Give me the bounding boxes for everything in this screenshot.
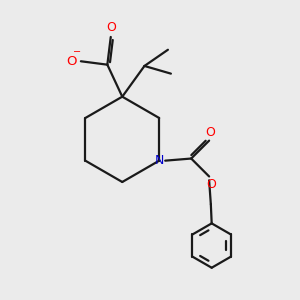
Text: −: −	[73, 47, 81, 57]
Text: O: O	[66, 55, 77, 68]
Text: O: O	[205, 126, 215, 139]
Text: N: N	[154, 154, 164, 167]
Text: O: O	[106, 21, 116, 34]
Text: O: O	[206, 178, 216, 191]
